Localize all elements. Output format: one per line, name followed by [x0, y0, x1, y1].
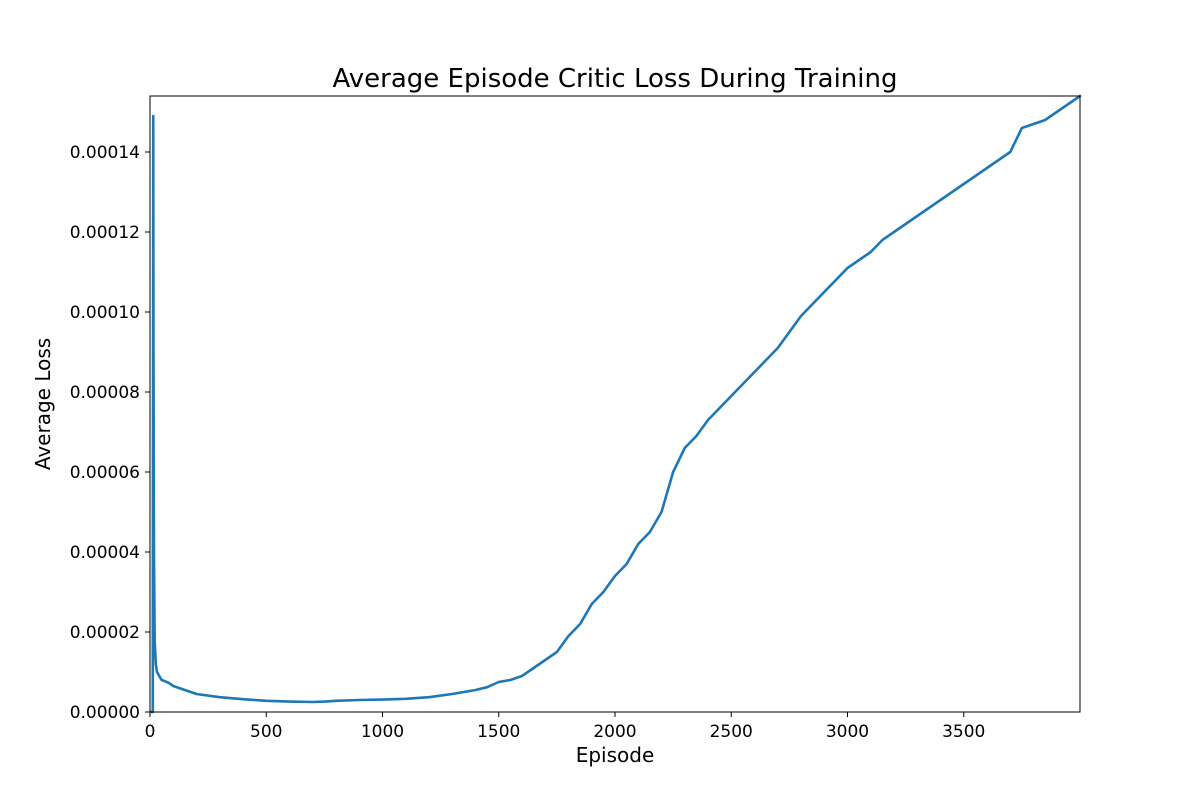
x-tick-label: 3000 — [826, 722, 869, 742]
x-axis-ticks: 0 500 1000 1500 2000 2500 3000 3500 — [145, 712, 985, 742]
y-tick-label: 0.00004 — [70, 543, 140, 563]
y-tick-label: 0.00010 — [70, 303, 140, 323]
series-line-0 — [148, 94, 1082, 714]
x-tick-label: 1500 — [477, 722, 520, 742]
y-axis-label: Average Loss — [31, 338, 55, 470]
y-tick-label: 0.00008 — [70, 383, 140, 403]
x-axis-label: Episode — [576, 743, 655, 767]
y-tick-label: 0.00000 — [70, 703, 140, 723]
y-tick-label: 0.00002 — [70, 623, 140, 643]
x-tick-label: 1000 — [361, 722, 404, 742]
x-tick-label: 2000 — [593, 722, 636, 742]
plot-area — [148, 94, 1082, 714]
y-tick-label: 0.00012 — [70, 223, 140, 243]
y-axis-ticks: 0.00000 0.00002 0.00004 0.00006 0.00008 0.000… — [70, 143, 150, 723]
y-tick-label: 0.00014 — [70, 143, 140, 163]
x-tick-label: 500 — [250, 722, 282, 742]
x-tick-label: 0 — [145, 722, 156, 742]
plot-frame — [149, 95, 1081, 713]
chart-title: Average Episode Critic Loss During Train… — [333, 64, 898, 94]
x-tick-label: 3500 — [942, 722, 985, 742]
y-tick-label: 0.00006 — [70, 463, 140, 483]
x-tick-label: 2500 — [710, 722, 753, 742]
